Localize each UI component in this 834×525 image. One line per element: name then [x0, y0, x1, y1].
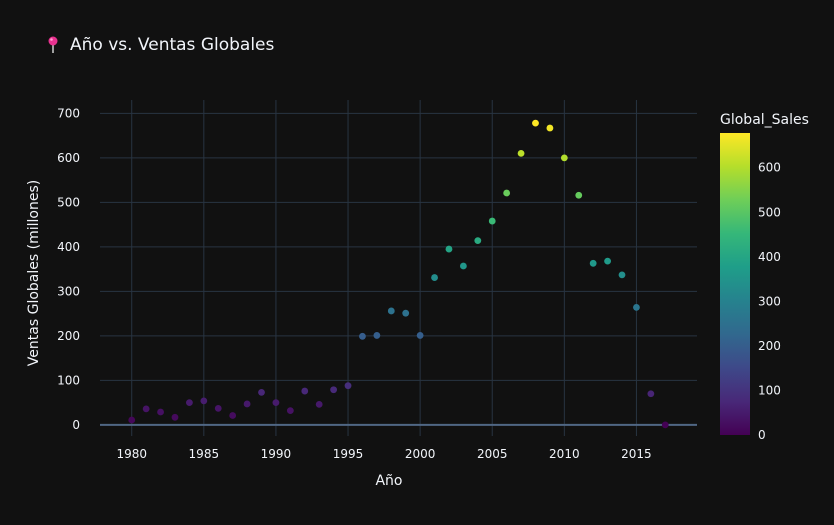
data-point: [647, 390, 655, 398]
colorbar: Global_Sales 0 100 200 300 400 500 600: [720, 112, 809, 442]
x-tick-label: 2010: [549, 447, 580, 461]
y-tick-label: 0: [72, 418, 80, 432]
colorbar-tick-label: 600: [758, 161, 781, 175]
data-point: [330, 386, 338, 394]
chart-title: Año vs. Ventas Globales: [70, 35, 275, 55]
data-point: [186, 399, 193, 407]
data-point: [373, 332, 381, 339]
data-points: [128, 119, 669, 429]
data-point: [416, 332, 424, 339]
data-point: [503, 189, 511, 197]
data-point: [344, 382, 352, 390]
data-point: [315, 401, 323, 408]
colorbar-gradient: [720, 133, 750, 435]
y-tick-label: 200: [57, 329, 80, 343]
data-point: [560, 154, 568, 162]
data-point: [214, 405, 222, 412]
data-point: [301, 387, 309, 395]
y-grid: [100, 112, 697, 426]
data-point: [532, 119, 539, 127]
x-tick-label: 1980: [116, 447, 147, 461]
y-tick-label: 400: [57, 240, 80, 254]
data-point: [387, 307, 395, 315]
data-point: [488, 217, 496, 225]
data-point: [229, 412, 237, 419]
colorbar-title: Global_Sales: [720, 112, 809, 128]
y-axis-ticks: 0 100 200 300 400 500 600 700: [57, 106, 80, 432]
data-point: [618, 271, 626, 279]
x-tick-label: 2000: [405, 447, 436, 461]
data-point: [431, 274, 438, 281]
data-point: [128, 416, 136, 424]
pushpin-icon: [48, 36, 58, 53]
data-point: [517, 150, 525, 157]
colorbar-tick-label: 500: [758, 205, 781, 219]
colorbar-tick-label: 400: [758, 250, 781, 264]
x-tick-label: 1990: [261, 447, 292, 461]
data-point: [272, 399, 280, 407]
colorbar-ticks: 0 100 200 300 400 500 600: [758, 161, 781, 442]
x-tick-label: 1995: [333, 447, 364, 461]
data-point: [661, 421, 669, 429]
x-tick-label: 1985: [189, 447, 220, 461]
data-point: [286, 407, 294, 415]
data-point: [171, 413, 179, 421]
data-point: [359, 332, 366, 340]
colorbar-tick-label: 200: [758, 339, 781, 353]
data-point: [589, 259, 597, 267]
colorbar-tick-label: 0: [758, 428, 766, 442]
data-point: [633, 303, 640, 311]
data-point: [459, 262, 467, 270]
x-tick-label: 2005: [477, 447, 508, 461]
y-tick-label: 500: [57, 195, 80, 209]
y-tick-label: 700: [57, 106, 80, 120]
data-point: [402, 309, 410, 317]
data-point: [157, 408, 164, 416]
colorbar-tick-label: 300: [758, 294, 781, 308]
chart-title-group: Año vs. Ventas Globales: [48, 35, 275, 55]
y-tick-label: 300: [57, 284, 80, 298]
x-tick-label: 2015: [621, 447, 652, 461]
data-point: [258, 388, 265, 396]
data-point: [604, 257, 611, 265]
y-axis-label: Ventas Globales (millones): [26, 180, 42, 366]
y-tick-label: 600: [57, 151, 80, 165]
data-point: [142, 405, 150, 413]
data-point: [575, 191, 583, 199]
data-point: [243, 400, 251, 408]
data-point: [445, 245, 453, 253]
y-tick-label: 100: [57, 373, 80, 387]
data-point: [546, 124, 554, 132]
x-axis-ticks: 1980 1985 1990 1995 2000 2005 2010 2015: [116, 447, 651, 461]
data-point: [474, 237, 482, 245]
colorbar-tick-label: 100: [758, 383, 781, 397]
x-axis-label: Año: [375, 473, 402, 489]
data-point: [200, 397, 208, 405]
